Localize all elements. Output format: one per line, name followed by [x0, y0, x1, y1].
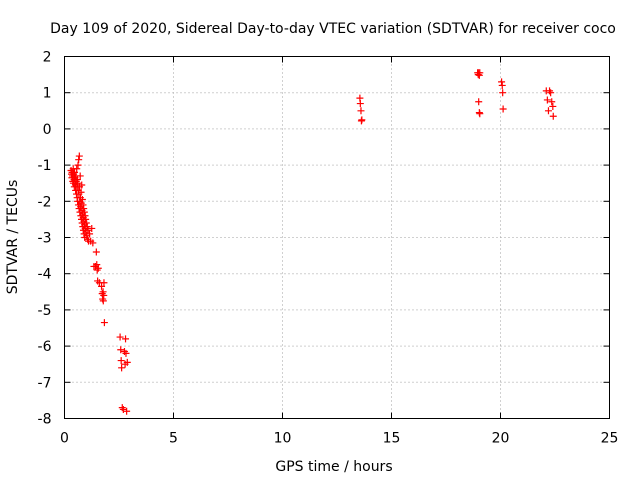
data-point — [356, 100, 364, 108]
x-tick-label: 15 — [383, 431, 401, 447]
data-point — [548, 98, 556, 106]
y-tick-label: 1 — [43, 86, 52, 102]
data-point — [74, 161, 82, 169]
data-point — [123, 358, 131, 366]
data-point — [94, 264, 102, 272]
data-point — [122, 349, 130, 357]
grid-lines — [64, 56, 610, 419]
x-tick-label: 20 — [492, 431, 510, 447]
x-tick-label: 25 — [601, 431, 619, 447]
y-tick-label: -7 — [38, 375, 52, 391]
axis-ticks: 0 5 10 15 20 25 -8 -7 -6 -5 -4 -3 -2 -1 0 1 2 — [38, 50, 619, 447]
y-tick-label: -5 — [38, 303, 52, 319]
x-tick-label: 10 — [274, 431, 292, 447]
y-tick-label: -2 — [38, 194, 52, 210]
data-point — [77, 188, 85, 196]
chart-title: Day 109 of 2020, Sidereal Day-to-day VTE… — [50, 21, 616, 37]
data-point — [80, 205, 88, 213]
y-tick-label: 0 — [43, 122, 52, 138]
data-point — [81, 212, 89, 220]
y-tick-label: -8 — [38, 412, 52, 428]
y-tick-label: 2 — [43, 50, 52, 66]
data-point — [476, 69, 484, 77]
data-point — [79, 201, 87, 209]
data-point — [358, 116, 366, 124]
data-point — [75, 152, 83, 160]
y-tick-label: -6 — [38, 339, 52, 355]
data-point — [122, 335, 130, 343]
data-point — [116, 333, 124, 341]
data-point — [499, 105, 507, 113]
data-point — [98, 282, 106, 290]
y-axis-label: SDTVAR / TECUs — [5, 180, 21, 295]
data-point — [549, 112, 557, 120]
x-tick-label: 0 — [60, 431, 69, 447]
data-point — [547, 89, 555, 97]
data-point — [89, 239, 97, 247]
data-point — [86, 230, 94, 238]
data-point — [100, 279, 108, 287]
data-point — [92, 248, 100, 256]
data-point — [499, 89, 507, 97]
y-tick-label: -3 — [38, 231, 52, 247]
data-point — [357, 107, 365, 115]
data-point — [123, 407, 131, 415]
data-point — [83, 223, 91, 231]
data-point — [82, 215, 90, 223]
data-points — [67, 69, 557, 415]
data-point — [73, 165, 81, 173]
data-point — [75, 156, 83, 164]
data-point — [100, 319, 108, 327]
data-point — [99, 288, 107, 296]
data-point — [88, 224, 96, 232]
data-point — [82, 219, 90, 227]
data-point — [475, 98, 483, 106]
data-point — [74, 179, 82, 187]
data-point — [80, 208, 88, 216]
y-tick-label: -1 — [38, 158, 52, 174]
data-point — [118, 364, 126, 372]
y-tick-label: -4 — [38, 267, 52, 283]
data-point — [476, 110, 484, 118]
data-point — [498, 81, 506, 89]
data-point — [549, 102, 557, 110]
data-point — [76, 172, 84, 180]
data-point — [100, 291, 108, 299]
data-point — [78, 181, 86, 189]
x-tick-label: 5 — [169, 431, 178, 447]
data-point — [117, 357, 125, 365]
data-point — [84, 226, 92, 234]
data-point — [544, 107, 552, 115]
data-point — [78, 195, 86, 203]
data-point — [498, 78, 506, 86]
data-point — [543, 96, 551, 104]
data-point — [117, 346, 125, 354]
x-axis-label: GPS time / hours — [275, 459, 392, 475]
